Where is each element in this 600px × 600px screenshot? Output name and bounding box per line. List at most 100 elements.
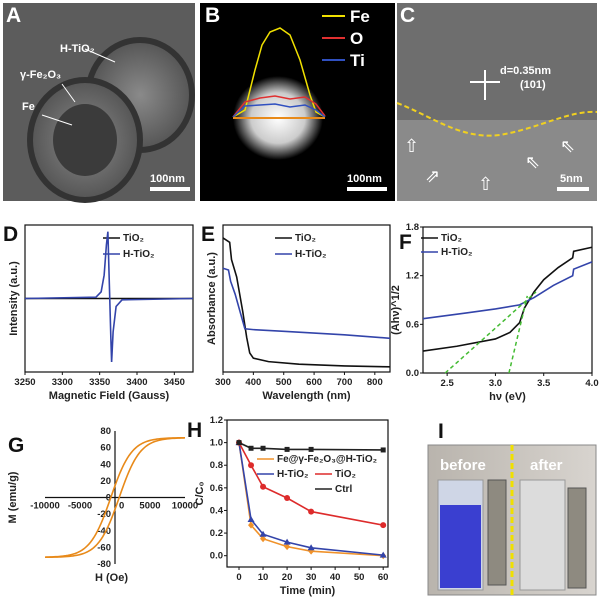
y-tick-label: 1.8: [406, 222, 419, 233]
y-tick-label: 60: [100, 443, 111, 454]
data-point: [284, 495, 291, 502]
legend-fe: Fe: [350, 7, 370, 26]
panel-i-photo: I before after: [427, 420, 597, 596]
before-label: before: [440, 457, 486, 474]
panel-label-i: I: [438, 420, 444, 443]
x-tick-label: 3350: [89, 377, 110, 388]
panel-label-a: A: [6, 4, 21, 27]
x-tick-label: 500: [276, 377, 292, 388]
arrow-icon: ⇗: [425, 166, 440, 186]
data-point: [248, 521, 255, 529]
x-tick-label: 60: [378, 572, 389, 583]
plot-frame: [226, 419, 389, 568]
chart-G: G-10000 -5000 0 5000 10000-80-60-40-20020406…: [7, 426, 198, 584]
panel-b-eds-linescan: B Fe O Ti 100nm: [200, 3, 395, 201]
x-tick-label: 800: [367, 377, 383, 388]
y-tick-label: 0.6: [406, 319, 419, 330]
y-tick-label: 1.2: [210, 415, 223, 426]
x-tick-label: 20: [282, 572, 293, 583]
y-tick-label: -60: [97, 542, 111, 553]
legend-label: TiO₂: [441, 233, 462, 244]
y-tick-label: 1.2: [406, 271, 419, 282]
data-point: [248, 462, 255, 469]
plot-frame: [422, 226, 593, 374]
lattice-plane-label: (101): [520, 79, 546, 91]
data-point: [308, 446, 314, 452]
data-point: [308, 508, 315, 515]
y-tick-label: 0: [106, 493, 111, 504]
chart-E: E 300 400 500 600 700 800 Wavelength (nm) Absorb…: [201, 223, 391, 402]
x-tick-label: 30: [306, 572, 317, 583]
y-tick-label: 0.8: [210, 460, 223, 471]
y-tick-label: 20: [100, 476, 111, 487]
x-tick-label: 400: [245, 377, 261, 388]
x-tick-label: 3250: [14, 377, 35, 388]
arrow-icon: ⇖: [560, 136, 575, 156]
x-axis-label: hν (eV): [489, 391, 526, 403]
data-point: [307, 544, 315, 551]
series-line: [238, 442, 384, 556]
x-tick-label: 600: [306, 377, 322, 388]
series-line: [238, 442, 384, 526]
x-tick-label: 50: [354, 572, 365, 583]
x-axis-label: Wavelength (nm): [262, 390, 351, 402]
panel-label-f: F: [399, 231, 412, 254]
y-tick-label: -80: [97, 559, 111, 570]
d-spacing-label: d=0.35nm: [500, 65, 551, 77]
data-point: [236, 440, 242, 446]
data-point: [260, 483, 267, 490]
data-point: [248, 445, 254, 451]
panel-label-b: B: [205, 4, 220, 27]
x-tick-label: 5000: [139, 501, 160, 512]
x-tick-label: 3450: [164, 377, 185, 388]
arrow-icon: ⇖: [525, 152, 540, 172]
x-tick-label: 10: [258, 572, 269, 583]
y-axis-label: Absorbance (a.u.): [206, 252, 218, 345]
panel-label-h: H: [187, 419, 202, 442]
x-tick-label: 10000: [172, 501, 198, 512]
data-point: [247, 516, 255, 523]
after-label: after: [530, 457, 563, 474]
x-tick-label: 300: [215, 377, 231, 388]
legend-label: TiO₂: [335, 469, 356, 480]
label-gamma-fe2o3: γ-Fe₂O₃: [20, 69, 61, 81]
legend-label: TiO₂: [123, 233, 144, 244]
y-tick-label: 0.4: [210, 505, 224, 516]
x-tick-label: 2.5: [441, 378, 455, 389]
x-tick-label: 4.0: [585, 378, 598, 389]
hysteresis-branch: [44, 437, 186, 559]
legend-label: H-TiO₂: [277, 469, 308, 480]
legend-label: H-TiO₂: [123, 249, 154, 260]
legend-label: H-TiO₂: [295, 249, 326, 260]
arrow: [61, 83, 76, 103]
panel-label-c: C: [400, 4, 415, 27]
y-tick-label: 1.0: [210, 438, 223, 449]
chart-F: F 2.5 3.0 3.5 4.0 0.0 0.6 1.2 1.8 hν (eV) (Ahν)^1/…: [390, 222, 599, 403]
scale-bar: [150, 187, 190, 191]
series-line: [422, 261, 593, 320]
scale-bar: [347, 187, 387, 191]
x-tick-label: 3300: [52, 377, 73, 388]
x-tick-label: 40: [330, 572, 341, 583]
magnet: [487, 479, 507, 586]
plot-frame: [222, 224, 391, 373]
legend-label: TiO₂: [295, 233, 316, 244]
y-axis-label: C/C₀: [194, 482, 206, 506]
y-tick-label: 0.0: [406, 368, 419, 379]
x-tick-label: 0: [236, 572, 241, 583]
arrow-icon: ⇧: [404, 136, 419, 156]
panel-c-hrtem-image: C d=0.35nm (101) ⇧ ⇗ ⇧ ⇖ ⇖ 5nm: [396, 3, 598, 201]
x-tick-label: 3.0: [489, 378, 502, 389]
data-point: [284, 543, 291, 551]
x-tick-label: 700: [337, 377, 353, 388]
y-axis-label: M (emu/g): [7, 471, 19, 523]
legend-label: Ctrl: [335, 484, 352, 495]
scale-bar-label: 5nm: [560, 173, 583, 185]
y-axis-label: (Ahν)^1/2: [390, 285, 402, 335]
legend-o: O: [350, 29, 363, 48]
legend-ti: Ti: [350, 51, 365, 70]
data-point: [260, 445, 266, 451]
x-axis-label: H (Oe): [95, 572, 128, 584]
y-tick-label: 0.2: [210, 528, 223, 539]
